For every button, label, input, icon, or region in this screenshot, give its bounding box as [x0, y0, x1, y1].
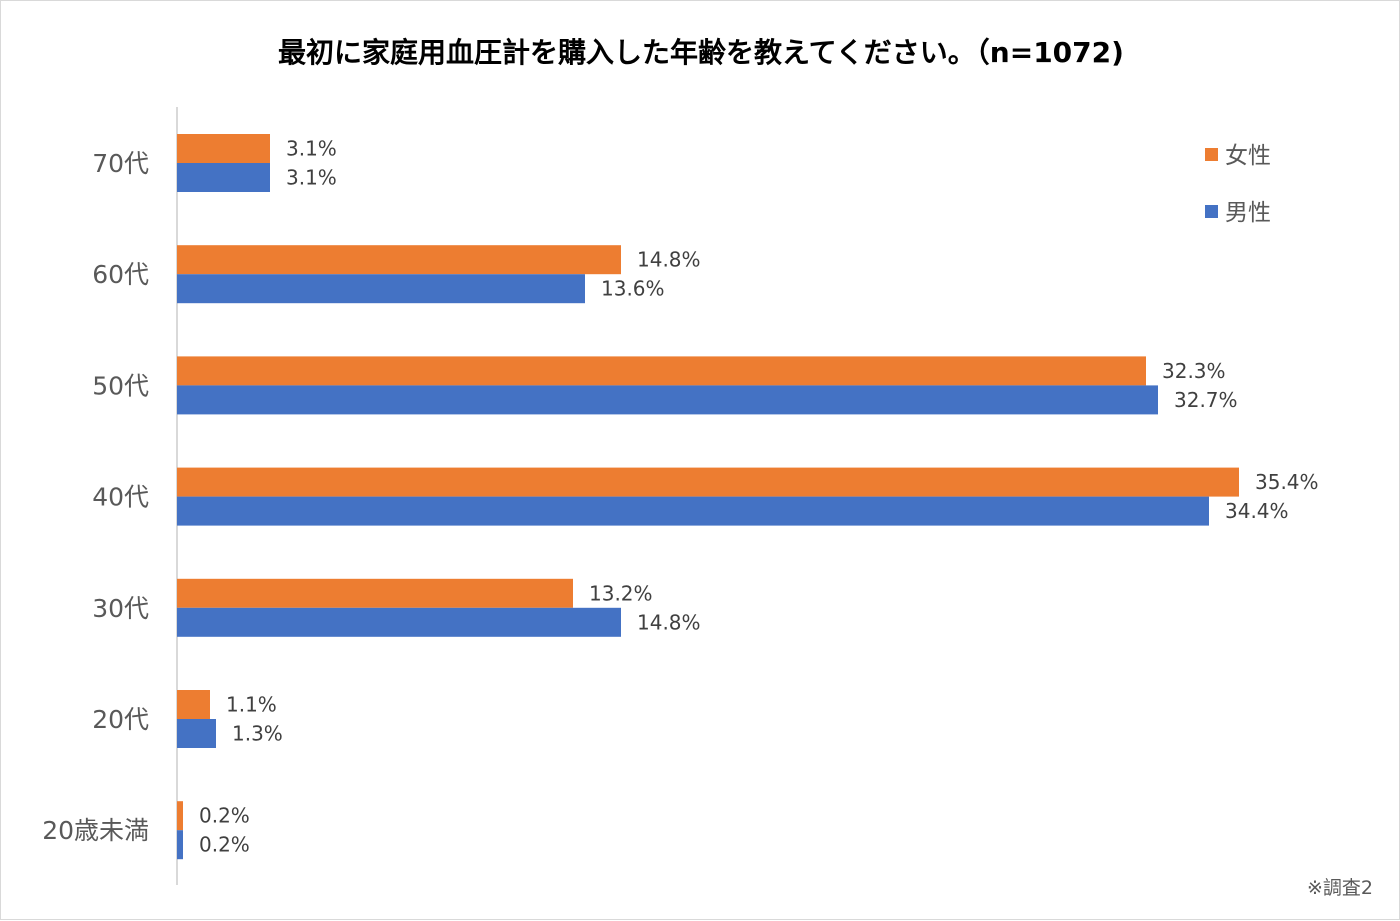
data-label-male: 0.2% [199, 833, 250, 857]
data-label-female: 35.4% [1255, 470, 1319, 494]
bar-male [177, 830, 183, 860]
category-label: 60代 [92, 260, 149, 289]
bar-male [177, 385, 1158, 415]
data-label-male: 13.6% [601, 277, 665, 301]
legend-swatch-female [1205, 148, 1218, 161]
data-label-female: 32.3% [1162, 359, 1226, 383]
bar-male [177, 163, 270, 192]
bar-female [177, 134, 270, 163]
category-label: 50代 [92, 371, 149, 400]
bar-male [177, 719, 216, 748]
category-label: 30代 [92, 594, 149, 623]
bar-male [177, 274, 585, 304]
bar-male [177, 496, 1209, 526]
data-label-female: 3.1% [286, 137, 337, 161]
data-labels: 3.1% 3.1% 14.8% 13.6% 32.3% 32.7% 35.4% 34.4% 13… [199, 137, 1319, 857]
data-label-male: 1.3% [232, 722, 283, 746]
legend-swatch-male [1205, 205, 1218, 218]
bar-female [177, 245, 621, 275]
data-label-male: 14.8% [637, 610, 701, 634]
bar-female [177, 467, 1239, 497]
data-label-male: 34.4% [1225, 499, 1289, 523]
category-label: 20歳未満 [42, 816, 149, 845]
bar-female [177, 690, 210, 719]
category-label: 20代 [92, 705, 149, 734]
data-label-female: 13.2% [589, 581, 653, 605]
chart-title: 最初に家庭用血圧計を購入した年齢を教えてください。（n=1072) [278, 36, 1124, 69]
bar-female [177, 801, 183, 831]
bars-layer [177, 134, 1239, 860]
footnote: ※調査2 [1306, 877, 1373, 899]
data-label-male: 32.7% [1174, 388, 1238, 412]
legend-label-male: 男性 [1225, 200, 1271, 226]
data-label-female: 14.8% [637, 248, 701, 272]
bar-female [177, 578, 573, 608]
data-label-female: 0.2% [199, 804, 250, 828]
legend-label-female: 女性 [1225, 143, 1271, 169]
category-label: 40代 [92, 483, 149, 512]
category-label: 70代 [92, 149, 149, 178]
bar-female [177, 356, 1146, 386]
bar-male [177, 607, 621, 637]
data-label-male: 3.1% [286, 166, 337, 190]
category-labels: 70代 60代 50代 40代 30代 20代 20歳未満 [42, 149, 149, 845]
data-label-female: 1.1% [226, 693, 277, 717]
